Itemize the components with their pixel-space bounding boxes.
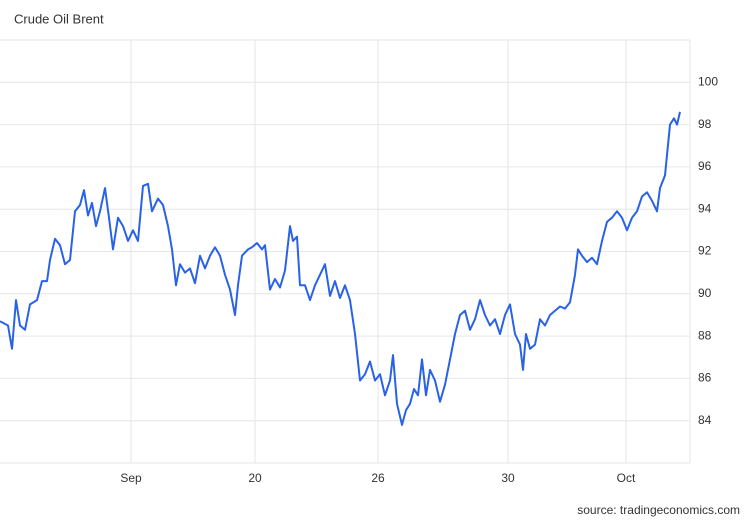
y-tick-label: 96 bbox=[698, 159, 712, 173]
y-tick-label: 92 bbox=[698, 244, 712, 258]
x-tick-label: 30 bbox=[501, 471, 515, 485]
x-tick-label: Sep bbox=[120, 471, 142, 485]
x-tick-label: Oct bbox=[617, 471, 636, 485]
y-tick-label: 90 bbox=[698, 286, 712, 300]
source-note: source: tradingeconomics.com bbox=[577, 503, 740, 517]
y-tick-label: 86 bbox=[698, 371, 712, 385]
y-tick-label: 88 bbox=[698, 328, 712, 342]
y-tick-label: 94 bbox=[698, 201, 712, 215]
x-tick-label: 26 bbox=[371, 471, 385, 485]
x-tick-label: 20 bbox=[248, 471, 262, 485]
y-tick-label: 100 bbox=[698, 74, 718, 88]
price-line bbox=[0, 111, 681, 426]
y-tick-label: 98 bbox=[698, 117, 712, 131]
chart-title: Crude Oil Brent bbox=[14, 11, 104, 26]
y-tick-label: 84 bbox=[698, 413, 712, 427]
